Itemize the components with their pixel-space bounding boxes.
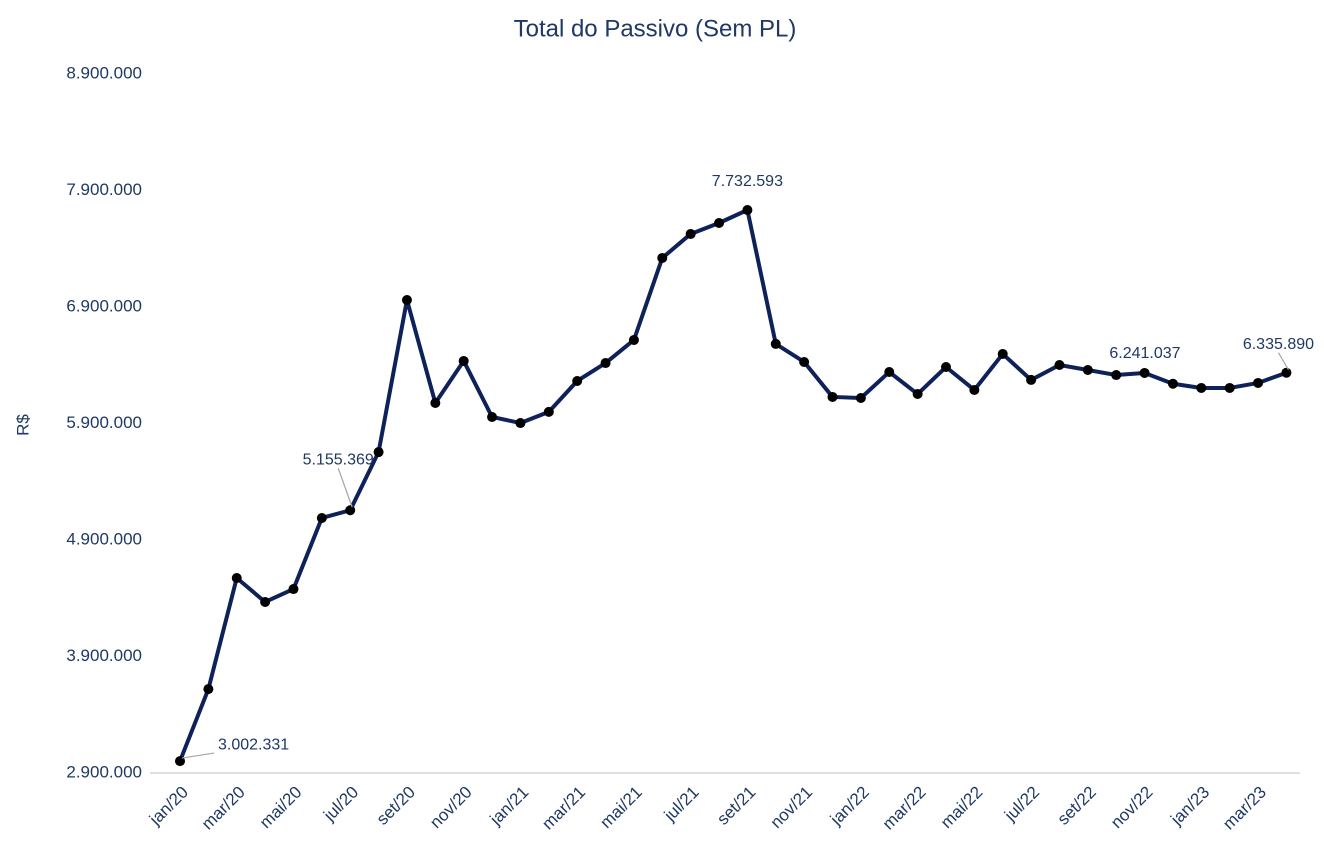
chart-title: Total do Passivo (Sem PL) xyxy=(514,15,797,42)
x-tick-label: mar/23 xyxy=(1219,783,1270,834)
marker xyxy=(1196,382,1207,393)
data-label: 6.241.037 xyxy=(1109,345,1180,362)
x-tick-label: jul/20 xyxy=(319,783,362,826)
y-tick-label: 7.900.000 xyxy=(66,180,142,199)
y-tick-label: 4.900.000 xyxy=(66,529,142,548)
y-axis-label: R$ xyxy=(13,414,32,436)
marker xyxy=(1281,367,1292,378)
data-label: 3.002.331 xyxy=(218,736,289,753)
marker xyxy=(997,348,1008,359)
marker xyxy=(1253,377,1264,388)
y-tick-label: 3.900.000 xyxy=(66,646,142,665)
data-label: 7.732.593 xyxy=(712,173,783,190)
x-tick-label: nov/20 xyxy=(426,783,476,833)
marker xyxy=(657,252,668,263)
marker xyxy=(231,572,242,583)
leader-line xyxy=(337,468,353,508)
marker xyxy=(572,375,583,386)
marker xyxy=(940,361,951,372)
marker xyxy=(260,596,271,607)
marker xyxy=(912,389,923,400)
data-label: 6.335.890 xyxy=(1243,336,1314,353)
marker xyxy=(430,397,441,408)
x-tick-label: mar/20 xyxy=(198,783,249,834)
marker xyxy=(543,406,554,417)
x-tick-label: nov/22 xyxy=(1107,783,1157,833)
marker xyxy=(1054,360,1065,371)
marker xyxy=(515,418,526,429)
marker xyxy=(855,392,866,403)
marker xyxy=(288,584,299,595)
marker xyxy=(799,356,810,367)
x-tick-label: mar/22 xyxy=(879,783,930,834)
x-tick-label: mai/20 xyxy=(256,783,306,833)
marker xyxy=(969,384,980,395)
x-tick-label: set/21 xyxy=(713,783,759,829)
marker xyxy=(884,367,895,378)
marker xyxy=(373,447,384,458)
marker xyxy=(827,391,838,402)
y-tick-label: 5.900.000 xyxy=(66,413,142,432)
marker xyxy=(742,205,753,216)
marker xyxy=(1139,367,1150,378)
x-tick-label: mai/22 xyxy=(937,783,987,833)
marker xyxy=(203,684,214,695)
marker xyxy=(458,355,469,366)
x-tick-label: jul/22 xyxy=(1000,783,1043,826)
marker xyxy=(1224,382,1235,393)
line xyxy=(178,208,1288,762)
marker xyxy=(628,334,639,345)
data-label: 5.155.369 xyxy=(303,451,374,468)
marker xyxy=(770,338,781,349)
marker xyxy=(345,505,356,516)
x-tick-label: mar/21 xyxy=(538,783,589,834)
marker xyxy=(401,295,412,306)
x-tick-label: jan/23 xyxy=(1166,783,1213,830)
x-tick-label: set/20 xyxy=(373,783,419,829)
marker xyxy=(316,512,327,523)
y-tick-label: 8.900.000 xyxy=(66,63,142,82)
marker xyxy=(1111,370,1122,381)
y-tick-label: 6.900.000 xyxy=(66,296,142,315)
x-tick-label: jan/22 xyxy=(826,783,873,830)
marker xyxy=(1167,378,1178,389)
marker xyxy=(600,358,611,369)
marker xyxy=(1082,365,1093,376)
marker xyxy=(685,228,696,239)
marker xyxy=(1026,374,1037,385)
marker xyxy=(714,218,725,229)
leader-line xyxy=(1277,352,1289,371)
x-tick-label: jul/21 xyxy=(660,783,703,826)
leader-line xyxy=(181,752,215,759)
x-tick-label: jan/20 xyxy=(145,783,192,830)
x-tick-label: mai/21 xyxy=(596,783,646,833)
marker xyxy=(487,411,498,422)
x-tick-label: set/22 xyxy=(1054,783,1100,829)
x-tick-label: jan/21 xyxy=(486,783,533,830)
y-tick-label: 2.900.000 xyxy=(66,762,142,781)
x-tick-label: nov/21 xyxy=(767,783,817,833)
